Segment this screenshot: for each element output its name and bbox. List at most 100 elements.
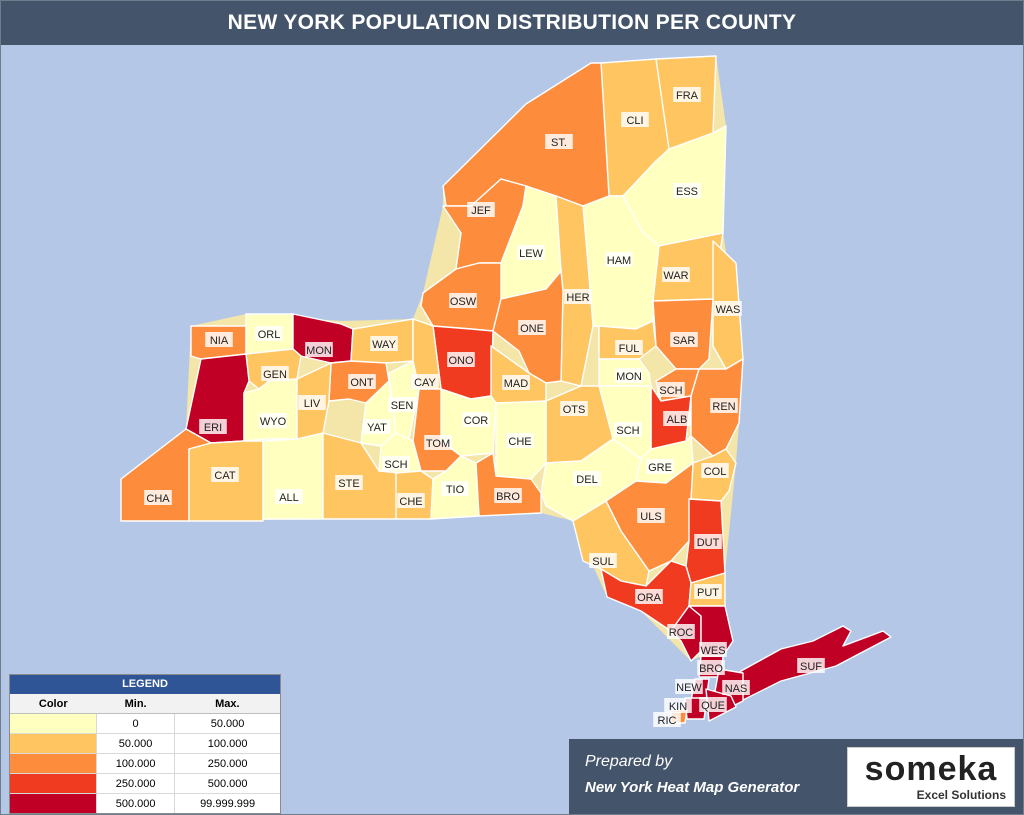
county-label: ERI [204,422,222,434]
county-label: TIO [446,484,465,496]
county-label: BRO [496,491,520,503]
county-label-bg [710,398,738,413]
county-st[interactable] [442,62,610,207]
legend-header-max: Max. [174,694,280,714]
county-label: ONT [350,377,374,389]
county-label-bg [305,342,333,357]
county-label-bg [199,419,227,434]
county-label: ONO [448,355,474,367]
county-label-bg [382,456,410,471]
county-label-bg [506,433,534,448]
county-label-bg [275,489,303,504]
county-label-bg [797,658,825,673]
county-label: FUL [619,343,640,355]
county-label: NIA [210,335,229,347]
county-label: SCH [659,385,682,397]
county-label-bg [699,697,727,712]
county-label-bg [722,680,750,695]
legend-max: 500.000 [174,773,280,794]
county-label: DEL [576,474,597,486]
county-all[interactable] [262,432,324,520]
county-label: ESS [676,186,698,198]
county-label: SUL [592,556,613,568]
county-label-bg [298,395,326,410]
county-label: YAT [367,422,387,434]
county-label: CAT [214,470,235,482]
county-label: BRO [699,663,723,675]
page-title: NEW YORK POPULATION DISTRIBUTION PER COU… [1,1,1023,45]
county-label: ONE [520,323,544,335]
county-label: NAS [725,683,748,695]
county-label-bg [673,183,701,198]
county-label: SUF [800,661,822,673]
county-label: WES [700,645,725,657]
county-label: LIV [304,398,321,410]
county-label-bg [502,375,530,390]
county-label-bg [348,374,376,389]
county-label: RIC [658,715,677,727]
county-label: WYO [260,416,287,428]
county-label: KIN [669,701,687,713]
county-label: WAR [663,270,688,282]
county-label-bg [694,584,722,599]
generator-name: New York Heat Map Generator [585,779,800,796]
county-label: CHA [146,493,170,505]
county-label-bg [657,382,685,397]
county-label: SCH [616,425,639,437]
legend-max: 250.000 [174,753,280,774]
county-label-bg [397,493,425,508]
someka-logo: someka Excel Solutions [847,747,1015,807]
county-label-bg [621,112,649,127]
legend-header-min: Min. [96,694,175,714]
county-label-bg [411,374,439,389]
legend-max: 50.000 [174,713,280,734]
legend: LEGEND Color Min. Max. 0 50.000 50.000 [9,674,281,814]
county-label-bg [144,490,172,505]
legend-min: 500.000 [95,793,175,813]
legend-min: 0 [95,713,175,734]
legend-row: 250.000 500.000 [10,773,280,794]
legend-row: 0 50.000 [10,713,280,734]
county-label-bg [370,336,398,351]
county-label-bg [363,419,391,434]
county-label: ST. [551,137,567,149]
county-label-bg [662,267,690,282]
county-label: SAR [673,335,696,347]
county-label-bg [205,332,233,347]
county-label-bg [447,352,475,367]
county-label-bg [615,368,643,383]
county-label-bg [573,471,601,486]
county-label-bg [605,252,633,267]
county-label-bg [673,87,701,102]
county-label: CHE [399,496,422,508]
county-label-bg [494,488,522,503]
county-label-bg [560,401,588,416]
county-label: CLI [626,115,643,127]
county-label: ALB [667,414,688,426]
logo-subtext: Excel Solutions [916,788,1006,802]
county-label-bg [441,481,469,496]
county-label-bg [424,435,452,450]
county-label-bg [467,202,495,217]
county-label-bg [518,320,546,335]
county-label: CHE [508,436,531,448]
county-label: HAM [607,255,631,267]
county-label: NEW [676,682,702,694]
county-label-bg [615,340,643,355]
county-label-bg [699,642,727,657]
county-label-bg [335,475,363,490]
county-label-bg [675,679,703,694]
legend-title: LEGEND [10,675,280,694]
county-label-bg [653,712,681,727]
county-label: TOM [426,438,450,450]
county-label-bg [664,698,692,713]
county-bro[interactable] [475,452,542,517]
legend-swatch [10,713,97,734]
county-label: ULS [640,511,661,523]
county-label: GEN [263,369,287,381]
county-label: SEN [391,400,414,412]
legend-row: 500.000 99.999.999 [10,793,280,813]
county-label-bg [614,422,642,437]
